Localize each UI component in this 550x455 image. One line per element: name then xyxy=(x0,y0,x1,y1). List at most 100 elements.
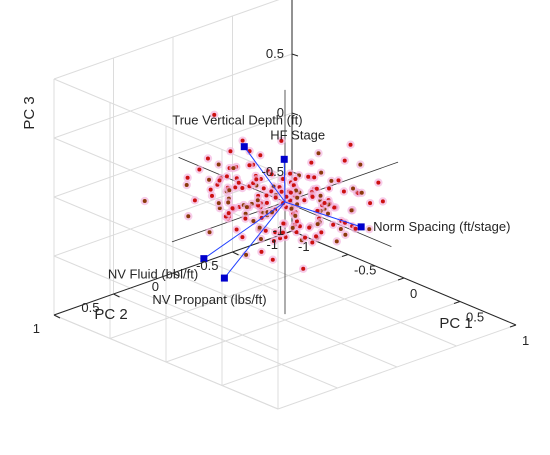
loading-vector xyxy=(283,159,286,203)
score-points xyxy=(140,110,388,273)
score-point xyxy=(312,175,317,180)
score-point xyxy=(142,199,147,204)
y-tick-label: 1 xyxy=(33,321,40,336)
loading-vector-label: NV Proppant (lbs/ft) xyxy=(152,292,266,307)
score-point xyxy=(279,189,284,194)
score-point xyxy=(212,112,217,117)
score-point xyxy=(329,178,334,183)
gridline xyxy=(221,301,461,386)
score-point xyxy=(301,266,306,271)
score-point xyxy=(269,210,274,215)
score-point xyxy=(233,185,238,190)
score-point xyxy=(258,237,263,242)
score-point xyxy=(231,166,236,171)
x-axis-title: PC 1 xyxy=(439,315,472,332)
score-point xyxy=(259,249,264,254)
loading-vector-marker xyxy=(240,143,248,151)
score-point xyxy=(359,190,364,195)
score-point xyxy=(309,160,314,165)
gridline xyxy=(53,112,293,198)
score-point xyxy=(327,186,332,191)
score-point xyxy=(368,201,373,206)
y-tick-label: 0.5 xyxy=(81,300,99,315)
score-point xyxy=(216,162,221,167)
score-point xyxy=(322,201,327,206)
score-point xyxy=(293,213,298,218)
score-point xyxy=(280,230,285,235)
score-point xyxy=(307,225,312,230)
score-point xyxy=(230,206,235,211)
loading-vector-label: NV Fluid (bbl/ft) xyxy=(108,267,198,282)
loading-vector xyxy=(243,146,286,203)
loading-vector-marker xyxy=(357,223,365,231)
x-tick xyxy=(509,324,517,328)
gridline xyxy=(53,78,279,174)
y-tick xyxy=(172,272,180,277)
score-point xyxy=(303,235,308,240)
loading-vector xyxy=(223,201,286,279)
score-point xyxy=(197,167,202,172)
score-point xyxy=(314,186,319,191)
score-point xyxy=(279,138,284,143)
score-point xyxy=(255,198,260,203)
score-point xyxy=(281,221,286,226)
loading-vector-label: Norm Spacing (ft/stage) xyxy=(373,219,510,234)
score-point xyxy=(295,195,300,200)
score-point xyxy=(349,208,354,213)
y-tick-label: 0 xyxy=(152,279,159,294)
score-point xyxy=(227,188,232,193)
score-point xyxy=(244,205,249,210)
score-point xyxy=(251,218,256,223)
score-point xyxy=(336,178,341,183)
score-point xyxy=(294,219,299,224)
score-point xyxy=(254,177,259,182)
score-point xyxy=(293,176,298,181)
score-point xyxy=(270,257,275,262)
score-point xyxy=(316,151,321,156)
loading-vector-marker xyxy=(280,155,288,163)
score-point xyxy=(342,158,347,163)
score-point xyxy=(291,183,296,188)
score-point xyxy=(236,180,241,185)
score-point xyxy=(216,201,221,206)
x-tick-label: 0 xyxy=(410,286,417,301)
score-point xyxy=(185,175,190,180)
score-point xyxy=(334,239,339,244)
y-axis-title: PC 2 xyxy=(94,306,127,323)
z-tick-label: -1 xyxy=(272,223,284,238)
score-point xyxy=(310,194,315,199)
loading-vector-label: HF Stage xyxy=(270,127,325,142)
score-point xyxy=(376,180,381,185)
loading-vector-label: True Vertical Depth (ft) xyxy=(172,113,302,128)
score-point xyxy=(288,190,293,195)
x-tick-label: 1 xyxy=(522,333,529,348)
gridline xyxy=(53,314,279,410)
score-point xyxy=(258,153,263,158)
score-point xyxy=(353,226,358,231)
score-point xyxy=(332,205,337,210)
score-point xyxy=(318,193,323,198)
loading-vector xyxy=(203,201,286,260)
gridline xyxy=(53,53,293,139)
gridline xyxy=(113,293,338,389)
score-point xyxy=(247,163,252,168)
score-point xyxy=(269,172,274,177)
score-point xyxy=(315,222,320,227)
score-point xyxy=(310,240,315,245)
y-tick-label: -1 xyxy=(266,237,278,252)
score-point xyxy=(290,225,295,230)
z-tick-label: 0 xyxy=(277,105,284,120)
gridline xyxy=(53,0,280,80)
gridline xyxy=(277,324,517,410)
score-point xyxy=(306,174,311,179)
score-point xyxy=(243,216,248,221)
score-point xyxy=(294,230,299,235)
x-tick-label: -0.5 xyxy=(354,263,376,278)
z-tick xyxy=(291,53,299,57)
score-point xyxy=(226,211,231,216)
score-point xyxy=(226,200,231,205)
gridline xyxy=(53,196,279,292)
y-tick xyxy=(113,293,120,298)
